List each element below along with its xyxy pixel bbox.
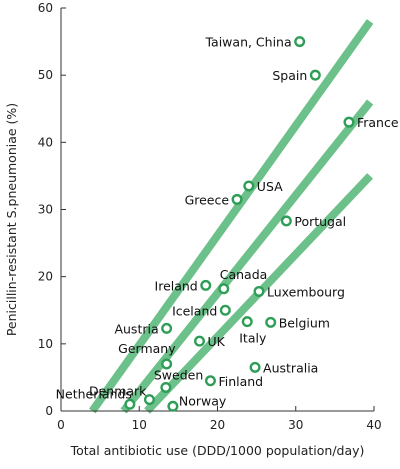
- y-tick-label: 20: [38, 270, 53, 284]
- point-label: Italy: [239, 331, 267, 346]
- data-point: [167, 400, 179, 412]
- point-label: Luxembourg: [267, 284, 345, 299]
- trend-line-2: [120, 99, 374, 414]
- y-tick-label: 40: [38, 135, 53, 149]
- point-label: Greece: [185, 192, 230, 207]
- y-tick-label: 50: [38, 68, 53, 82]
- point-label: Canada: [220, 267, 268, 282]
- point-label: UK: [208, 334, 226, 349]
- point-label: Spain: [272, 68, 307, 83]
- point-label: Australia: [263, 360, 318, 375]
- point-label: France: [357, 115, 399, 130]
- point-label: Portugal: [294, 214, 346, 229]
- data-point: [265, 316, 277, 328]
- data-point: [280, 215, 292, 227]
- data-point: [231, 193, 243, 205]
- data-point: [200, 279, 212, 291]
- data-point: [124, 398, 136, 410]
- data-points: Taiwan, China Spain France USA Greece Portuga…: [56, 35, 399, 412]
- point-label: Denmark: [89, 384, 147, 399]
- y-tick-label: 10: [38, 337, 53, 351]
- data-point: [343, 116, 355, 128]
- x-tick-label: 40: [366, 418, 381, 432]
- point-label: Sweden: [154, 367, 203, 382]
- y-axis-label: Penicillin-resistant S.pneumoniae (%): [4, 103, 19, 336]
- point-label: Netherlands: [56, 386, 132, 401]
- data-point: [294, 36, 306, 48]
- x-tick-label: 30: [288, 418, 303, 432]
- point-label: Norway: [179, 393, 227, 408]
- x-axis-label: Total antibiotic use (DDD/1000 populatio…: [70, 443, 365, 458]
- data-point: [194, 335, 206, 347]
- y-tick-label: 30: [38, 203, 53, 217]
- point-label: USA: [257, 179, 283, 194]
- axes: 0 10 20 30 40 50 60 0 10 20 30 40: [38, 1, 382, 432]
- y-tick-label: 0: [45, 404, 53, 418]
- data-point: [204, 375, 216, 387]
- point-label: Belgium: [279, 315, 330, 330]
- data-point: [219, 304, 231, 316]
- point-label: Germany: [118, 341, 176, 356]
- data-point: [218, 283, 230, 295]
- data-point: [309, 69, 321, 81]
- x-tick-label: 0: [57, 418, 65, 432]
- data-point: [249, 361, 261, 373]
- data-point: [241, 316, 253, 328]
- data-point: [143, 394, 155, 406]
- data-point: [161, 322, 173, 334]
- point-label: Taiwan, China: [204, 35, 291, 50]
- data-point: [243, 180, 255, 192]
- point-label: Iceland: [172, 303, 217, 318]
- point-label: Ireland: [155, 278, 198, 293]
- data-point: [253, 285, 265, 297]
- point-label: Finland: [218, 374, 263, 389]
- y-tick-label: 60: [38, 1, 53, 15]
- data-point: [160, 381, 172, 393]
- trend-line-1: [89, 19, 374, 414]
- data-point: [161, 358, 173, 370]
- x-tick-label: 20: [210, 418, 225, 432]
- point-label: Austria: [114, 321, 158, 336]
- x-tick-label: 10: [132, 418, 147, 432]
